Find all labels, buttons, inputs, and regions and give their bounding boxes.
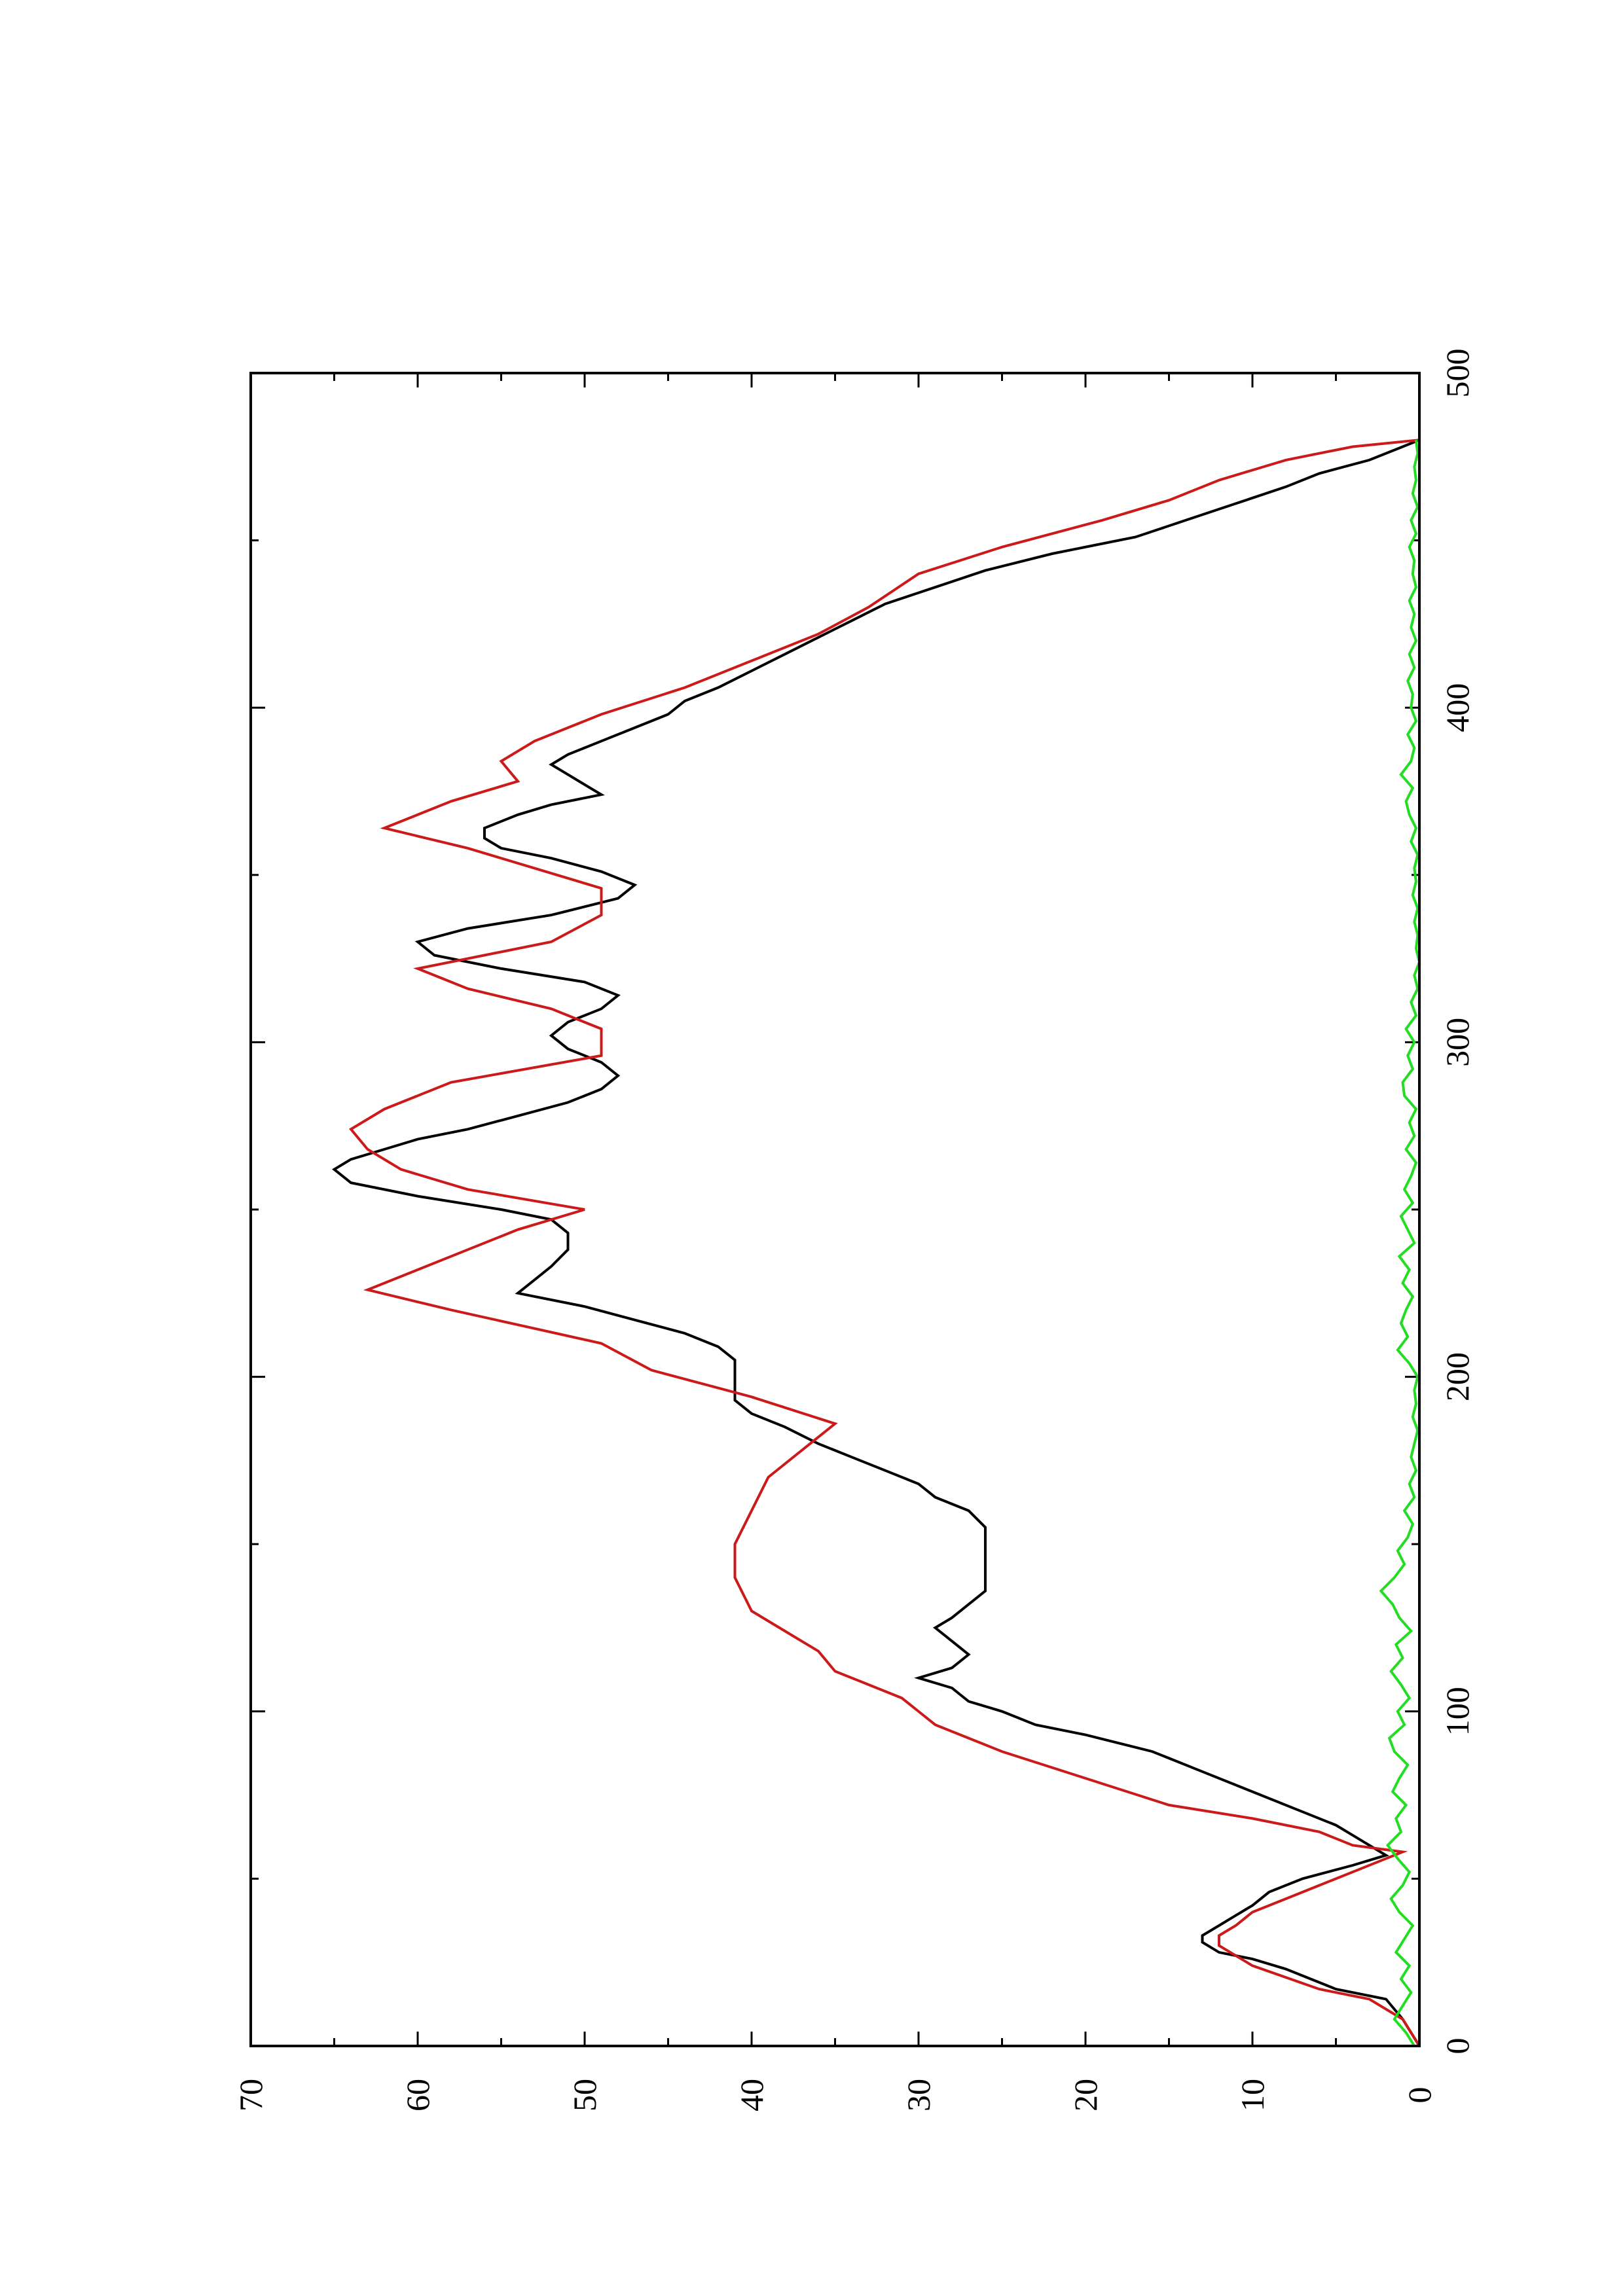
x-tick-label: 400 [1439,683,1476,732]
plot-frame [249,372,1421,2047]
series-line-1 [332,439,1421,2047]
y-tick-label: 10 [1234,2079,1271,2111]
y-tick-label: 60 [399,2079,436,2111]
x-tick-label: 300 [1439,1018,1476,1067]
x-tick-label: 100 [1439,1687,1476,1736]
y-tick-label: 30 [900,2079,937,2111]
x-tick-labels: 0 100 200 300 400 500 [1439,349,1476,2054]
x-tick-label: 0 [1439,2038,1476,2054]
y-tick-labels: 0 10 20 30 40 50 60 70 [232,2079,1438,2111]
y-tick-label: 40 [733,2079,770,2111]
y-tick-label: 70 [232,2079,269,2111]
series-layer [332,439,1421,2047]
y-tick-label: 0 [1401,2087,1438,2104]
series-line-2 [348,439,1421,2047]
series-line-3 [1379,439,1421,2047]
y-tick-label: 50 [566,2079,603,2111]
y-tick-label: 20 [1067,2079,1104,2111]
x-tick-label: 500 [1439,349,1476,398]
x-tick-label: 200 [1439,1352,1476,1401]
